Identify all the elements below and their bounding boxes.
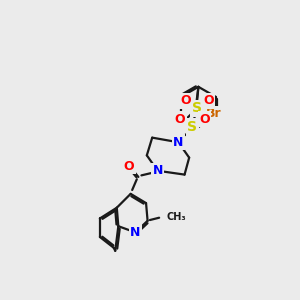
Text: S: S [187,120,197,134]
Text: Br: Br [206,107,222,120]
Text: N: N [152,164,163,177]
Text: O: O [199,113,210,126]
Text: O: O [180,94,190,107]
Text: N: N [173,136,184,149]
Text: CH₃: CH₃ [167,212,187,222]
Text: O: O [175,113,185,126]
Text: N: N [130,226,140,239]
Text: O: O [203,94,214,107]
Text: S: S [192,101,202,116]
Text: O: O [124,160,134,172]
